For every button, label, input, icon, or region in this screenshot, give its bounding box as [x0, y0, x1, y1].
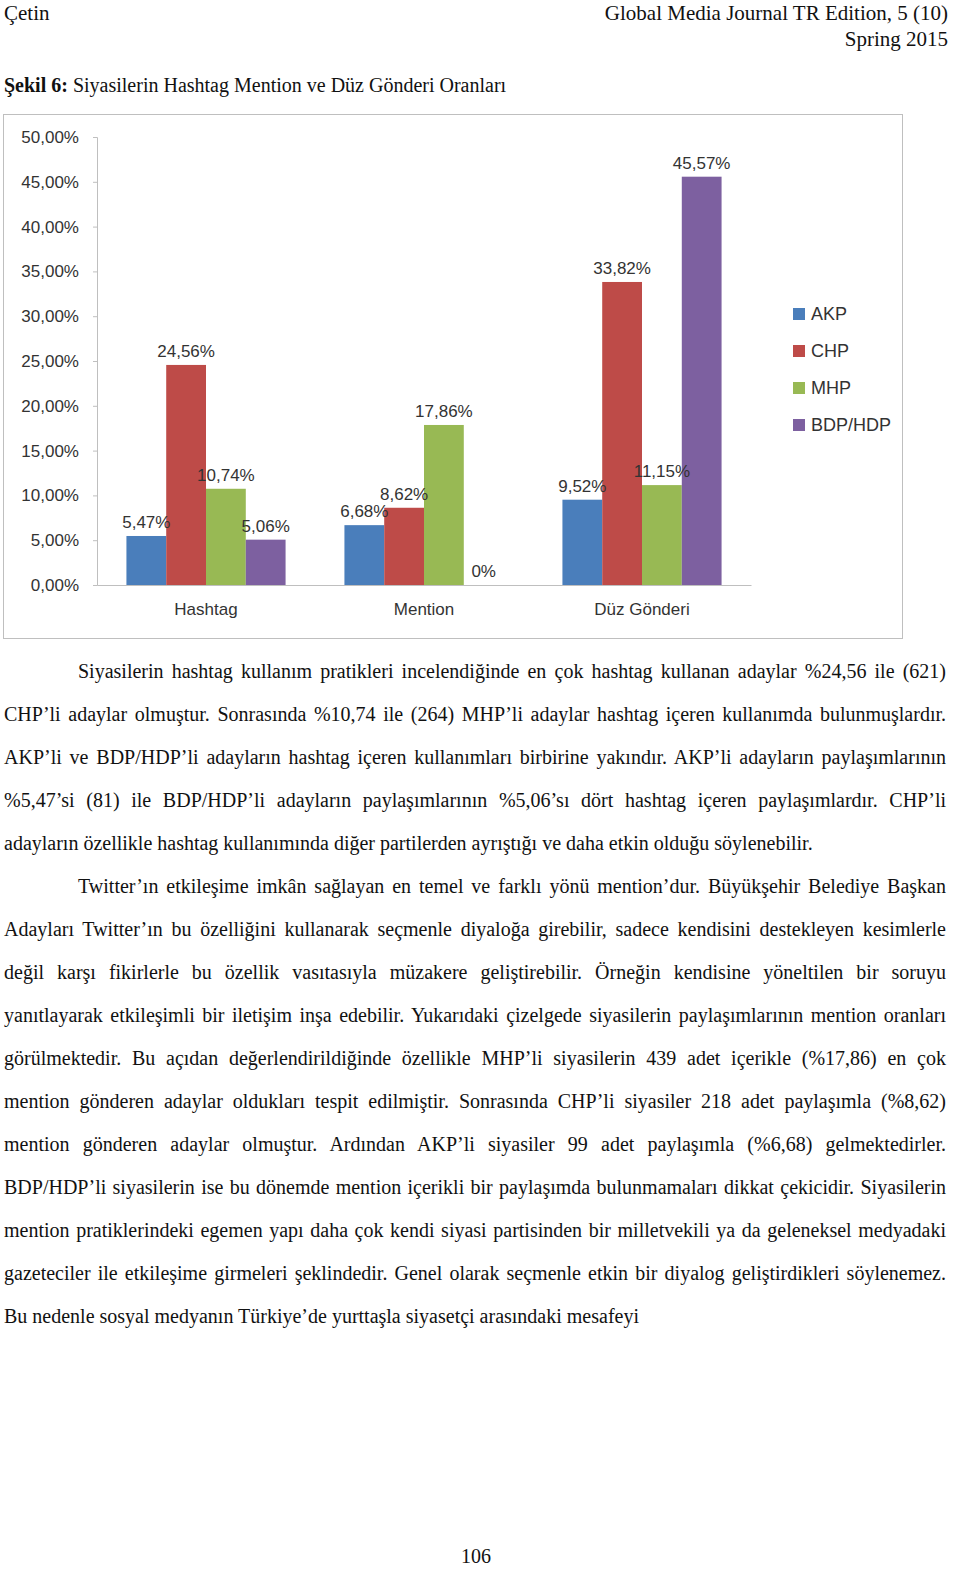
header-left: Çetin: [4, 0, 50, 26]
y-tick: 10,00%: [21, 486, 97, 505]
data-label: 5,06%: [242, 517, 290, 536]
bar: [424, 425, 464, 585]
header-right: Spring 2015: [845, 26, 948, 52]
y-tick-mark: [93, 585, 97, 586]
y-tick-label: 40,00%: [21, 218, 79, 237]
legend-label: MHP: [811, 378, 851, 398]
y-tick-label: 20,00%: [21, 397, 79, 416]
bar: [464, 585, 504, 586]
x-axis: Hashtag Mention Düz Gönderi: [98, 585, 752, 619]
y-tick-mark: [93, 406, 97, 407]
data-label: 33,82%: [593, 259, 651, 278]
x-tick-label: Düz Gönderi: [594, 600, 689, 619]
y-tick-mark: [93, 451, 97, 452]
y-tick-mark: [93, 137, 97, 138]
y-tick-mark: [93, 271, 97, 272]
x-tick: Hashtag: [174, 585, 237, 619]
data-label: 17,86%: [415, 402, 473, 421]
bar: [602, 282, 642, 585]
paragraph: Siyasilerin hashtag kullanım pratikleri …: [4, 650, 946, 865]
bar: [246, 540, 286, 585]
y-tick: 45,00%: [21, 173, 97, 192]
y-tick-label: 10,00%: [21, 486, 79, 505]
legend-swatch: [793, 345, 805, 357]
y-tick-label: 30,00%: [21, 307, 79, 326]
x-tick-label: Hashtag: [174, 600, 237, 619]
y-tick-label: 35,00%: [21, 262, 79, 281]
page-number: 106: [0, 1545, 952, 1568]
bar: [562, 500, 602, 585]
y-tick: 50,00%: [21, 128, 97, 147]
data-label: 45,57%: [673, 154, 731, 173]
bar: [642, 485, 682, 585]
legend: AKP CHP MHP BDP/HDP: [793, 304, 891, 435]
y-tick-label: 15,00%: [21, 442, 79, 461]
x-tick: Düz Gönderi: [594, 585, 689, 619]
data-label: 6,68%: [340, 502, 388, 521]
chart-frame: [4, 115, 903, 639]
y-tick: 40,00%: [21, 218, 97, 237]
y-axis: 0,00% 5,00% 10,00% 15,00% 20,00% 25,00% 30,00%…: [21, 128, 97, 595]
bars: [126, 177, 721, 585]
data-label: 24,56%: [157, 342, 215, 361]
header-right: Global Media Journal TR Edition, 5 (10): [605, 0, 948, 26]
x-tick: Mention: [394, 585, 454, 619]
legend-label: CHP: [811, 341, 849, 361]
y-tick-mark: [93, 316, 97, 317]
data-label: 0%: [471, 562, 496, 581]
figure-caption: Şekil 6: Siyasilerin Hashtag Mention ve …: [4, 74, 506, 97]
caption-text: Siyasilerin Hashtag Mention ve Düz Gönde…: [73, 74, 506, 96]
y-tick-mark: [93, 495, 97, 496]
y-tick: 30,00%: [21, 307, 97, 326]
data-label: 11,15%: [634, 462, 690, 481]
y-tick: 35,00%: [21, 262, 97, 281]
y-tick: 25,00%: [21, 352, 97, 371]
body-text: Siyasilerin hashtag kullanım pratikleri …: [4, 650, 946, 1338]
y-tick-label: 45,00%: [21, 173, 79, 192]
y-tick-label: 0,00%: [31, 576, 79, 595]
bar: [206, 489, 246, 585]
bar: [384, 508, 424, 585]
y-tick-mark: [93, 540, 97, 541]
legend-swatch: [793, 382, 805, 394]
legend-swatch: [793, 308, 805, 320]
caption-label: Şekil 6:: [4, 74, 68, 96]
bar: [682, 177, 722, 585]
y-tick: 5,00%: [31, 531, 97, 550]
y-tick: 15,00%: [21, 442, 97, 461]
legend-swatch: [793, 419, 805, 431]
legend-label: BDP/HDP: [811, 415, 891, 435]
data-label: 9,52%: [558, 477, 606, 496]
y-tick: 20,00%: [21, 397, 97, 416]
x-axis-line: [98, 585, 752, 586]
data-labels: 5,47% 6,68% 9,52% 24,56% 8,62% 33,82% 10,74% 17…: [122, 154, 730, 581]
bar: [126, 536, 166, 585]
data-label: 8,62%: [380, 485, 428, 504]
y-tick-label: 50,00%: [21, 128, 79, 147]
y-tick-mark: [93, 227, 97, 228]
legend-label: AKP: [811, 304, 847, 324]
y-tick-label: 25,00%: [21, 352, 79, 371]
paragraph: Twitter’ın etkileşime imkân sağlayan en …: [4, 865, 946, 1338]
y-axis-line: [93, 138, 98, 586]
x-tick-label: Mention: [394, 600, 454, 619]
data-label: 5,47%: [122, 513, 170, 532]
chart: 0,00% 5,00% 10,00% 15,00% 20,00% 25,00% 30,00%…: [3, 114, 903, 639]
bar: [344, 525, 384, 585]
y-tick-mark: [93, 361, 97, 362]
data-label: 10,74%: [197, 466, 255, 485]
y-tick: 0,00%: [31, 576, 97, 595]
y-tick-mark: [93, 182, 97, 183]
y-tick-label: 5,00%: [31, 531, 79, 550]
